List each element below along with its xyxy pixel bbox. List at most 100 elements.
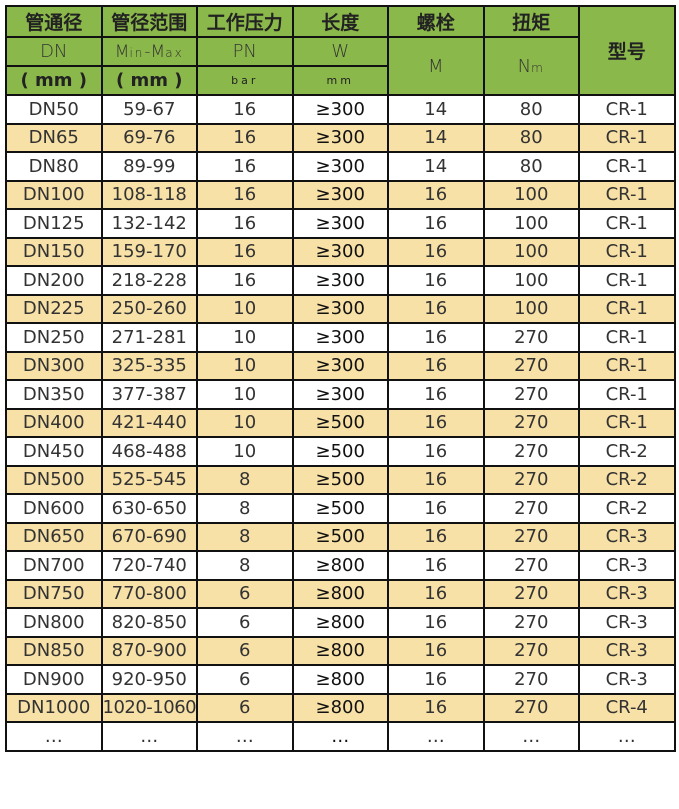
cell-model: CR-1 [578, 122, 676, 153]
cell-length: ≥300 [291, 122, 389, 153]
cell-pressure: 10 [196, 293, 294, 324]
cell-range: 325-335 [100, 350, 198, 381]
cell-bolt: 16 [387, 322, 485, 353]
table-row: DN100 108-118 16 ≥300 16 100 CR-1 [5, 179, 676, 210]
cell-model: CR-1 [578, 208, 676, 239]
cell-dn: DN400 [5, 407, 103, 438]
cell-bolt: 16 [387, 265, 485, 296]
table-row: DN400 421-440 10 ≥500 16 270 CR-1 [5, 407, 676, 438]
cell-length: ≥500 [291, 464, 389, 495]
cell-dn: DN300 [5, 350, 103, 381]
table-row: DN250 271-281 10 ≥300 16 270 CR-1 [5, 322, 676, 353]
cell-length: ≥300 [291, 151, 389, 182]
cell-dn: DN350 [5, 379, 103, 410]
cell-torque: 270 [482, 521, 580, 552]
cell-model: CR-3 [578, 635, 676, 666]
cell-model: CR-1 [578, 151, 676, 182]
table-row: DN1000 1020-1060 6 ≥800 16 270 CR-4 [5, 692, 676, 723]
table-row: DN600 630-650 8 ≥500 16 270 CR-2 [5, 493, 676, 524]
cell-model: CR-2 [578, 464, 676, 495]
cell-torque: 270 [482, 578, 580, 609]
cell-model: CR-4 [578, 692, 676, 723]
cell-bolt: 16 [387, 550, 485, 581]
cell-model: CR-1 [578, 265, 676, 296]
cell-length: ≥300 [291, 322, 389, 353]
cell-model: CR-1 [578, 236, 676, 267]
table-row: DN80 89-99 16 ≥300 14 80 CR-1 [5, 151, 676, 182]
cell-torque: 100 [482, 265, 580, 296]
cell-pressure: 6 [196, 578, 294, 609]
cell-dn: DN700 [5, 550, 103, 581]
cell-bolt: … [387, 721, 485, 752]
header-dn-symbol: DN [5, 36, 103, 67]
cell-bolt: 16 [387, 179, 485, 210]
header-model: 型号 [578, 5, 676, 96]
header-w-unit: mm [291, 65, 389, 96]
cell-torque: 270 [482, 350, 580, 381]
cell-torque: 270 [482, 407, 580, 438]
cell-range: 720-740 [100, 550, 198, 581]
cell-model: CR-3 [578, 550, 676, 581]
cell-dn: DN100 [5, 179, 103, 210]
cell-pressure: 10 [196, 322, 294, 353]
cell-range: 218-228 [100, 265, 198, 296]
cell-torque: 80 [482, 151, 580, 182]
cell-torque: 270 [482, 464, 580, 495]
header-range-symbol: Min-Max [100, 36, 198, 67]
cell-dn: DN450 [5, 436, 103, 467]
cell-pressure: 16 [196, 265, 294, 296]
cell-pressure: 8 [196, 521, 294, 552]
cell-pressure: … [196, 721, 294, 752]
cell-bolt: 16 [387, 407, 485, 438]
cell-length: ≥800 [291, 550, 389, 581]
cell-pressure: 6 [196, 607, 294, 638]
header-w-symbol: W [291, 36, 389, 67]
cell-torque: 100 [482, 179, 580, 210]
cell-length: ≥800 [291, 607, 389, 638]
table-row: DN150 159-170 16 ≥300 16 100 CR-1 [5, 236, 676, 267]
cell-dn: … [5, 721, 103, 752]
header-torque: 扭矩 [482, 5, 580, 38]
table-row: DN650 670-690 8 ≥500 16 270 CR-3 [5, 521, 676, 552]
cell-range: 250-260 [100, 293, 198, 324]
cell-bolt: 14 [387, 122, 485, 153]
cell-length: ≥300 [291, 379, 389, 410]
cell-pressure: 8 [196, 464, 294, 495]
cell-bolt: 14 [387, 94, 485, 125]
cell-pressure: 6 [196, 692, 294, 723]
cell-bolt: 16 [387, 635, 485, 666]
table-row: DN65 69-76 16 ≥300 14 80 CR-1 [5, 122, 676, 153]
cell-pressure: 16 [196, 94, 294, 125]
cell-torque: 270 [482, 607, 580, 638]
cell-torque: … [482, 721, 580, 752]
header-row-names: 管通径 管径范围 工作压力 长度 螺栓 扭矩 型号 [5, 5, 676, 96]
cell-model: CR-2 [578, 493, 676, 524]
cell-dn: DN225 [5, 293, 103, 324]
cell-torque: 270 [482, 692, 580, 723]
table-row: DN350 377-387 10 ≥300 16 270 CR-1 [5, 379, 676, 410]
header-m-symbol: M [387, 36, 485, 96]
cell-range: 89-99 [100, 151, 198, 182]
table-row: DN850 870-900 6 ≥800 16 270 CR-3 [5, 635, 676, 666]
cell-bolt: 16 [387, 379, 485, 410]
cell-model: CR-3 [578, 607, 676, 638]
cell-length: ≥300 [291, 236, 389, 267]
cell-dn: DN900 [5, 664, 103, 695]
cell-dn: DN80 [5, 151, 103, 182]
cell-range: 377-387 [100, 379, 198, 410]
cell-range: 770-800 [100, 578, 198, 609]
cell-range: 271-281 [100, 322, 198, 353]
cell-range: 1020-1060 [100, 692, 198, 723]
spec-table: 管通径 管径范围 工作压力 长度 螺栓 扭矩 型号 DN Min-Max PN … [5, 5, 676, 752]
cell-length: ≥300 [291, 94, 389, 125]
cell-pressure: 10 [196, 407, 294, 438]
table-row: DN700 720-740 8 ≥800 16 270 CR-3 [5, 550, 676, 581]
cell-model: CR-1 [578, 350, 676, 381]
cell-model: CR-1 [578, 407, 676, 438]
table-row: DN500 525-545 8 ≥500 16 270 CR-2 [5, 464, 676, 495]
cell-length: ≥800 [291, 635, 389, 666]
header-row-symbols: DN Min-Max PN W M Nm [5, 36, 675, 96]
cell-length: ≥500 [291, 493, 389, 524]
cell-model: CR-1 [578, 379, 676, 410]
cell-torque: 100 [482, 208, 580, 239]
